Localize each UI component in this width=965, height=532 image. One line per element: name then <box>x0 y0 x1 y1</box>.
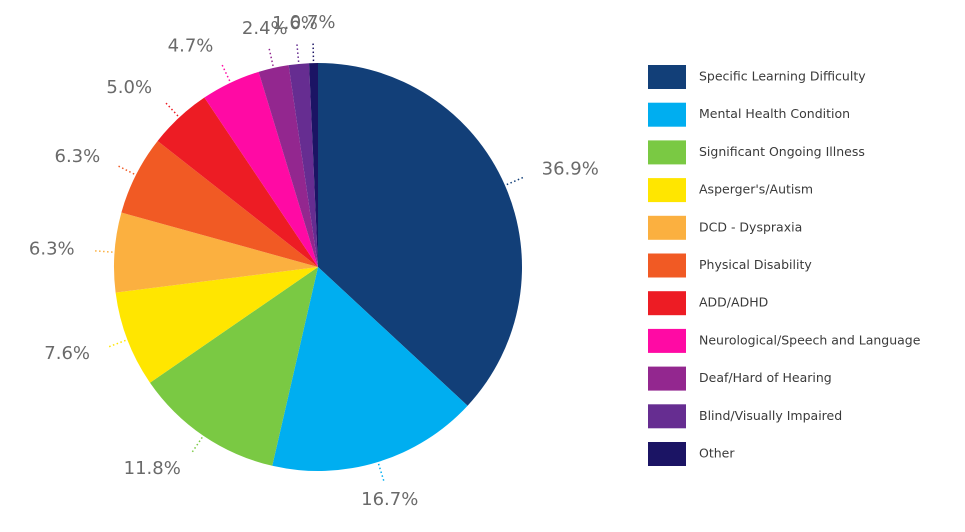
legend-item-specific-learning-difficulty: Specific Learning Difficulty <box>648 65 866 89</box>
legend-item-significant-ongoing-illness: Significant Ongoing Illness <box>648 140 865 165</box>
legend-swatch <box>648 140 686 165</box>
pie-slices <box>114 63 522 471</box>
label-leader-lines <box>92 41 526 484</box>
legend-label: Physical Disability <box>699 257 812 272</box>
legend-item-asperger-s-autism: Asperger's/Autism <box>648 178 813 203</box>
legend-swatch <box>648 178 686 203</box>
slice-label-mental-health-condition: 16.7% <box>361 489 418 510</box>
legend-swatch <box>648 215 686 240</box>
legend-swatch <box>648 102 686 127</box>
legend-item-other: Other <box>648 442 735 466</box>
slice-label-asperger-s-autism: 7.6% <box>44 343 90 364</box>
legend-label: ADD/ADHD <box>699 295 768 310</box>
legend-item-deaf-hard-of-hearing: Deaf/Hard of Hearing <box>648 366 832 391</box>
pie-slice-add-adhd <box>157 97 318 267</box>
pie-slice-dcd-dyspraxia <box>114 212 318 293</box>
legend-item-neurological-speech-and-language: Neurological/Speech and Language <box>648 328 921 353</box>
legend-label: Specific Learning Difficulty <box>699 69 866 84</box>
slice-label-physical-disability: 6.3% <box>55 146 101 167</box>
leader-line-dcd-dyspraxia <box>92 249 113 253</box>
legend-item-mental-health-condition: Mental Health Condition <box>648 102 850 127</box>
pie-slice-blind-visually-impaired <box>288 63 318 267</box>
slice-label-specific-learning-difficulty: 36.9% <box>542 158 599 179</box>
leader-line-blind-visually-impaired <box>295 41 300 62</box>
legend-label: Asperger's/Autism <box>699 182 813 197</box>
legend-label: Significant Ongoing Illness <box>699 144 865 159</box>
slice-label-neurological-speech-and-language: 4.7% <box>168 36 214 57</box>
legend-label: Blind/Visually Impaired <box>699 408 842 423</box>
slice-label-add-adhd: 5.0% <box>106 77 152 98</box>
legend-label: Deaf/Hard of Hearing <box>699 370 832 385</box>
leader-line-physical-disability <box>115 164 135 175</box>
legend-item-physical-disability: Physical Disability <box>648 253 812 278</box>
slice-label-significant-ongoing-illness: 11.8% <box>124 458 181 479</box>
pie-slice-neurological-speech-and-language <box>204 71 318 267</box>
legend: Specific Learning Difficulty Mental Healt… <box>648 65 921 466</box>
pie-slice-deaf-hard-of-hearing <box>258 65 318 268</box>
pie-slice-other <box>309 63 318 267</box>
legend-item-add-adhd: ADD/ADHD <box>648 291 768 316</box>
leader-line-neurological-speech-and-language <box>220 62 231 82</box>
legend-label: DCD - Dyspraxia <box>699 219 802 234</box>
legend-swatch <box>648 328 686 353</box>
leader-line-specific-learning-difficulty <box>506 175 526 186</box>
leader-line-significant-ongoing-illness <box>190 436 203 455</box>
pie-slice-significant-ongoing-illness <box>149 267 318 466</box>
legend-item-blind-visually-impaired: Blind/Visually Impaired <box>648 404 842 429</box>
slice-labels: 36.9% 16.7% 11.8% 7.6% 6.3% 6.3% 5.0% 4.7% 2.4%1… <box>29 12 599 510</box>
legend-swatch <box>648 442 686 466</box>
legend-swatch <box>648 253 686 278</box>
legend-item-dcd-dyspraxia: DCD - Dyspraxia <box>648 215 802 240</box>
slice-label-dcd-dyspraxia: 6.3% <box>29 238 75 259</box>
slice-label-other: 0.7% <box>290 12 336 33</box>
slice-label-blind-visually-impaired: 1.6% <box>272 13 318 34</box>
legend-label: Mental Health Condition <box>699 106 850 121</box>
leader-line-mental-health-condition <box>377 463 386 484</box>
slice-label-deaf-hard-of-hearing: 2.4% <box>242 18 288 39</box>
legend-swatch <box>648 291 686 316</box>
leader-line-asperger-s-autism <box>106 339 126 349</box>
leader-line-deaf-hard-of-hearing <box>267 46 274 67</box>
pie-slice-asperger-s-autism <box>115 267 318 383</box>
legend-label: Neurological/Speech and Language <box>699 332 921 347</box>
legend-swatch <box>648 65 686 89</box>
legend-label: Other <box>699 446 735 461</box>
leader-line-add-adhd <box>163 100 179 117</box>
legend-swatch <box>648 366 686 391</box>
legend-swatch <box>648 404 686 429</box>
pie-slice-mental-health-condition <box>272 267 468 471</box>
pie-slice-specific-learning-difficulty <box>318 63 522 406</box>
pie-slice-physical-disability <box>121 140 319 267</box>
